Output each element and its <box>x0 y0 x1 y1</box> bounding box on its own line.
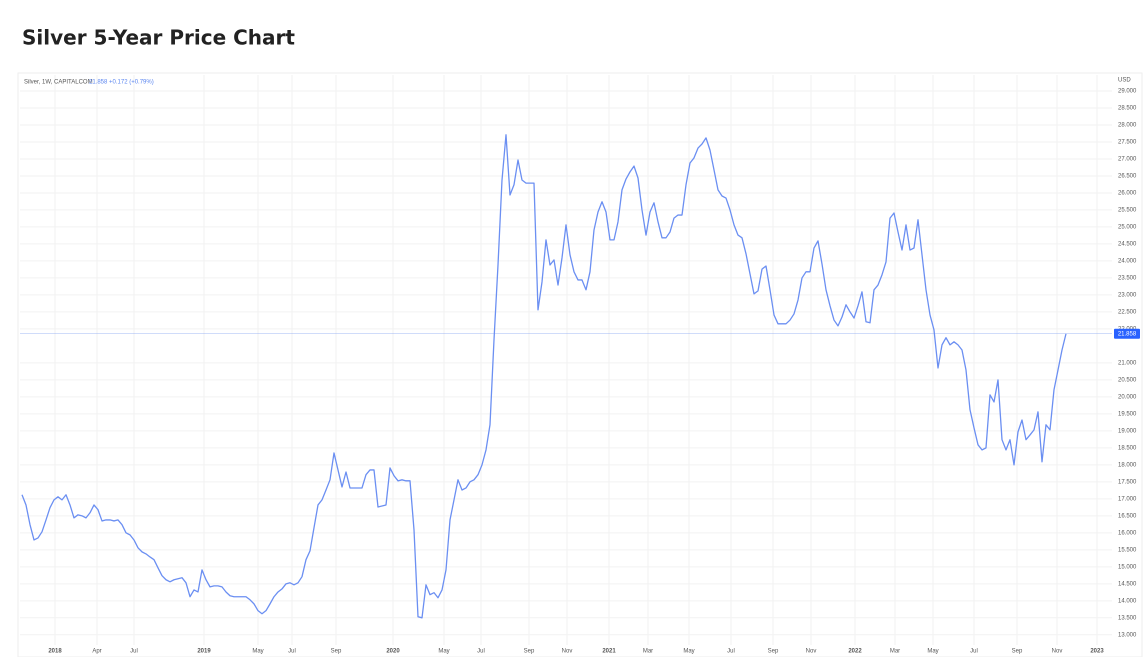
last-price-label: 21.858 <box>1118 331 1137 337</box>
y-tick-label: 24.500 <box>1118 242 1137 248</box>
y-tick-label: 25.500 <box>1118 208 1137 214</box>
x-tick-label: May <box>683 649 694 655</box>
x-tick-label: May <box>438 649 449 655</box>
chart-frame <box>17 72 1143 657</box>
last-price-badge <box>1114 328 1140 339</box>
y-tick-label: 13.500 <box>1118 615 1137 621</box>
y-tick-label: 15.000 <box>1118 564 1137 570</box>
y-tick-label: 14.000 <box>1118 598 1137 604</box>
y-tick-label: 19.500 <box>1118 411 1137 417</box>
x-tick-label: 2021 <box>602 649 616 655</box>
x-tick-label: Apr <box>92 649 101 655</box>
x-tick-label: 2019 <box>197 649 211 655</box>
price-line <box>21 134 1067 619</box>
y-tick-label: 20.500 <box>1118 377 1137 383</box>
y-tick-label: 18.000 <box>1118 462 1137 468</box>
y-tick-label: 25.000 <box>1118 225 1137 231</box>
y-tick-label: 16.000 <box>1118 530 1137 536</box>
quote: 21.858 +0.172 (+0.79%) <box>89 80 154 86</box>
y-tick-label: 23.000 <box>1118 292 1137 298</box>
x-tick-label: Jul <box>288 649 296 655</box>
y-tick-label: 24.000 <box>1118 258 1137 264</box>
x-tick-label: 2023 <box>1090 649 1104 655</box>
y-tick-label: 21.000 <box>1118 360 1137 366</box>
y-tick-label: 14.500 <box>1118 581 1137 587</box>
x-tick-label: Jul <box>477 649 485 655</box>
x-tick-label: Nov <box>1052 649 1063 655</box>
y-tick-label: 23.500 <box>1118 275 1137 281</box>
instrument: Silver, 1W, CAPITALCOM <box>24 80 93 86</box>
y-axis-label: USD <box>1118 78 1131 84</box>
y-tick-label: 13.000 <box>1118 632 1137 638</box>
x-tick-label: Sep <box>768 649 779 655</box>
x-tick-label: Mar <box>890 649 900 655</box>
x-tick-label: May <box>252 649 263 655</box>
y-tick-label: 26.000 <box>1118 191 1137 197</box>
x-tick-label: 2018 <box>48 649 62 655</box>
x-tick-label: Sep <box>524 649 535 655</box>
y-tick-label: 27.000 <box>1118 157 1137 163</box>
x-tick-label: Sep <box>1012 649 1023 655</box>
y-tick-label: 19.000 <box>1118 428 1137 434</box>
x-tick-label: 2020 <box>386 649 400 655</box>
y-tick-label: 15.500 <box>1118 547 1137 553</box>
y-tick-label: 20.000 <box>1118 394 1137 400</box>
x-tick-label: Nov <box>562 649 573 655</box>
y-tick-label: 17.500 <box>1118 479 1137 485</box>
x-tick-label: Nov <box>806 649 817 655</box>
y-tick-label: 18.500 <box>1118 445 1137 451</box>
y-tick-label: 17.000 <box>1118 496 1137 502</box>
x-tick-label: Jul <box>130 649 138 655</box>
grid <box>20 75 1112 645</box>
x-tick-label: 2022 <box>848 649 862 655</box>
y-tick-label: 26.500 <box>1118 174 1137 180</box>
chart-title: Silver 5-Year Price Chart <box>22 26 295 50</box>
y-tick-label: 22.500 <box>1118 309 1137 315</box>
x-tick-label: May <box>927 649 938 655</box>
x-tick-label: Jul <box>727 649 735 655</box>
y-tick-label: 28.500 <box>1118 106 1137 112</box>
x-tick-label: Mar <box>643 649 653 655</box>
x-tick-label: Sep <box>331 649 342 655</box>
y-tick-label: 27.500 <box>1118 140 1137 146</box>
y-tick-label: 16.500 <box>1118 513 1137 519</box>
y-tick-label: 28.000 <box>1118 123 1137 129</box>
y-tick-label: 29.000 <box>1118 89 1137 95</box>
x-tick-label: Jul <box>970 649 978 655</box>
